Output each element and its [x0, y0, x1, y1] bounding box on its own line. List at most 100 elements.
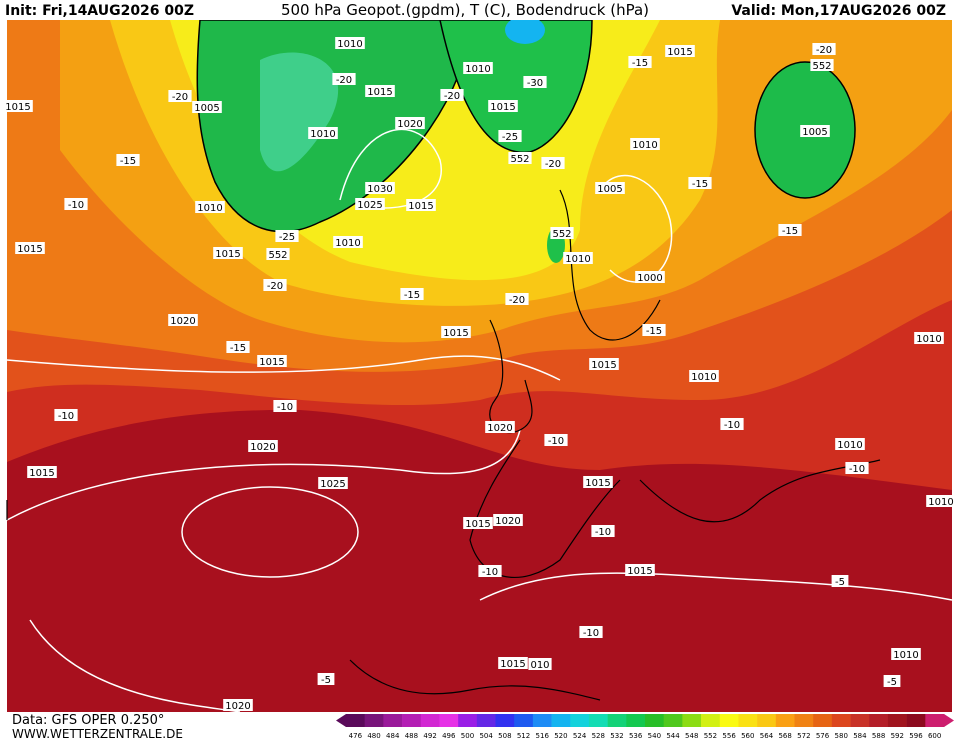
contour-label: 1015 — [463, 517, 493, 530]
label-box — [116, 154, 140, 166]
label-text: 1010 — [928, 497, 953, 508]
label-box — [275, 230, 299, 242]
contour-label: 1010 — [926, 495, 956, 508]
contour-label: 1015 — [15, 242, 45, 255]
contour-label: -5 — [831, 575, 849, 588]
colorbar-label: 560 — [741, 732, 754, 740]
colorbar-label: 588 — [872, 732, 885, 740]
data-source: Data: GFS OPER 0.250° — [12, 713, 164, 728]
colorbar-label: 572 — [797, 732, 810, 740]
contour-label: -10 — [478, 565, 502, 578]
label-text: -15 — [230, 343, 246, 354]
colorbar-arrow-left — [336, 714, 346, 727]
label-box — [642, 324, 666, 336]
label-box — [550, 227, 574, 239]
colorbar-label: 544 — [666, 732, 680, 740]
contour-label: 1015 — [441, 326, 471, 339]
label-box — [27, 466, 57, 478]
label-box — [168, 314, 198, 326]
label-text: -15 — [646, 326, 662, 337]
contour-labels: 1010 1010 1015 -15 -20 552 1015 -20 1005 -20 1015 -… — [3, 37, 956, 712]
contour-label: 1005 — [192, 101, 222, 114]
label-box — [583, 476, 613, 488]
label-text: -20 — [172, 92, 188, 103]
label-text: -10 — [68, 200, 84, 211]
label-box — [831, 575, 849, 587]
label-text: 1010 — [197, 203, 222, 214]
contour-label: -10 — [591, 525, 615, 538]
colorbar-label: 520 — [554, 732, 567, 740]
colorbar-label: 516 — [536, 732, 550, 740]
contour-label: 1015 — [488, 100, 518, 113]
contour-label: -20 — [541, 157, 565, 170]
label-box — [441, 326, 471, 338]
label-box — [485, 421, 515, 433]
label-text: -10 — [58, 411, 74, 422]
label-box — [845, 462, 869, 474]
contour-label: 1010 — [891, 648, 921, 661]
colorbar-swatch — [439, 714, 459, 727]
website: WWW.WETTERZENTRALE.DE — [12, 727, 183, 741]
colorbar-label: 532 — [610, 732, 623, 740]
label-box — [665, 45, 695, 57]
colorbar-swatch — [887, 714, 907, 727]
label-box — [800, 125, 830, 137]
label-text: 1010 — [465, 64, 490, 75]
label-box — [508, 152, 532, 164]
label-box — [463, 517, 493, 529]
colorbar: 476 480 484 488 492 496 500 504 508 512 516 520 524 5… — [336, 714, 954, 740]
colorbar-label: 548 — [685, 732, 698, 740]
label-text: -25 — [279, 232, 295, 243]
label-box — [355, 198, 385, 210]
colorbar-swatch — [514, 714, 534, 727]
colorbar-label: 504 — [479, 732, 493, 740]
colorbar-label: 556 — [722, 732, 736, 740]
label-text: 1005 — [802, 127, 827, 138]
colorbar-swatch — [869, 714, 889, 727]
contour-label: -15 — [628, 56, 652, 69]
colorbar-swatch — [925, 714, 945, 727]
label-text: 1010 — [893, 650, 918, 661]
coastline — [639, 459, 881, 523]
label-text: 1025 — [357, 200, 382, 211]
label-box — [689, 370, 719, 382]
label-box — [213, 247, 243, 259]
colorbar-swatch — [588, 714, 608, 727]
contour-label: -20 — [168, 90, 192, 103]
contour-label: 1015 — [665, 45, 695, 58]
label-box — [630, 138, 660, 150]
label-text: -5 — [835, 577, 845, 588]
label-text: -20 — [545, 159, 561, 170]
label-box — [257, 355, 287, 367]
label-box — [778, 224, 802, 236]
label-box — [635, 271, 665, 283]
isobar — [181, 486, 359, 578]
contour-label: -20 — [812, 43, 836, 56]
colorbar-swatch — [532, 714, 552, 727]
label-box — [168, 90, 192, 102]
label-text: 1005 — [597, 184, 622, 195]
label-box — [720, 418, 744, 430]
colorbar-swatch — [738, 714, 758, 727]
contour-label: -10 — [579, 626, 603, 639]
label-box — [812, 43, 836, 55]
label-box — [523, 76, 547, 88]
label-box — [15, 242, 45, 254]
colorbar-swatch — [458, 714, 478, 727]
label-text: 1010 — [632, 140, 657, 151]
label-box — [3, 100, 33, 112]
contour-label: 1010 — [630, 138, 660, 151]
label-box — [400, 288, 424, 300]
contour-label: 1025 — [318, 477, 348, 490]
contour-label: -15 — [688, 177, 712, 190]
contour-label: 1020 — [168, 314, 198, 327]
label-box — [333, 236, 363, 248]
label-text: 1010 — [916, 334, 941, 345]
colorbar-label: 564 — [760, 732, 774, 740]
contour-label: 1015 — [213, 247, 243, 260]
colorbar-swatch — [364, 714, 384, 727]
label-box — [628, 56, 652, 68]
contour-label: 1010 — [195, 201, 225, 214]
label-text: -20 — [336, 75, 352, 86]
contour-label: 552 — [508, 152, 532, 165]
